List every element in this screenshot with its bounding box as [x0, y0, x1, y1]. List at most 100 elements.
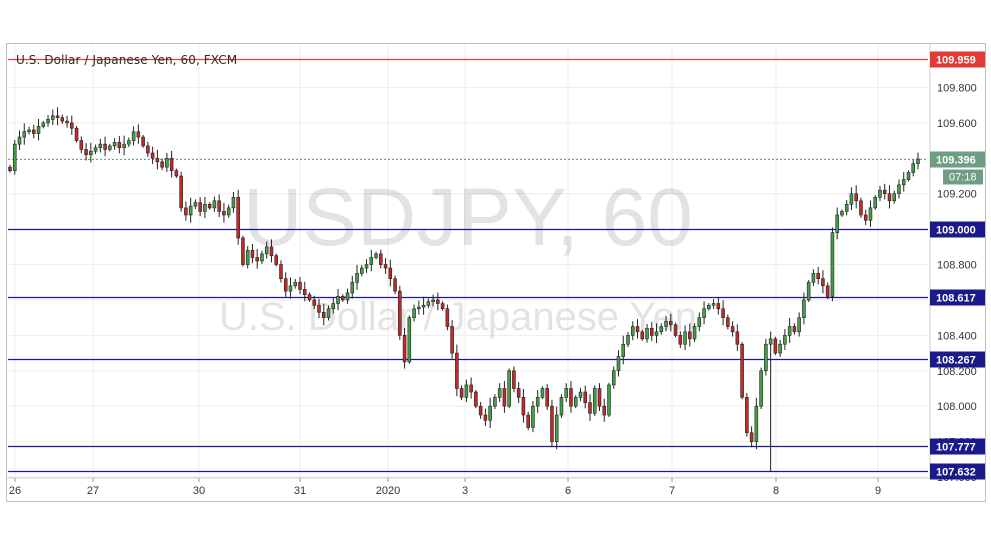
candle-body-down — [298, 281, 302, 290]
candle — [683, 325, 687, 350]
level-tag-label: 109.959 — [936, 55, 976, 67]
candle — [773, 336, 778, 355]
candle-body-down — [383, 264, 388, 269]
last-price-tag — [930, 151, 985, 168]
candle-body-down — [816, 273, 820, 280]
candle — [868, 200, 873, 227]
candle-body-up — [564, 388, 568, 398]
candle-body-down — [512, 370, 516, 389]
x-tick-label: 8 — [773, 485, 779, 497]
level-tag-label: 107.632 — [936, 467, 976, 479]
candle-body-down — [393, 278, 397, 292]
candle-body-up — [759, 370, 763, 407]
candle — [493, 394, 497, 410]
candle-body-down — [402, 335, 407, 363]
candle — [531, 400, 535, 433]
candle-body-down — [735, 331, 740, 345]
candle-body-up — [464, 384, 469, 398]
candle-body-up — [203, 204, 207, 212]
candle — [554, 406, 559, 450]
candle — [165, 153, 169, 172]
candle-body-down — [155, 158, 160, 163]
watermark: USDJPY, 60 U.S. Dollar / Japanese Yen — [219, 172, 697, 339]
candle — [269, 239, 274, 263]
candle-body-up — [626, 335, 630, 345]
candle — [873, 195, 877, 210]
candle — [46, 115, 50, 127]
candle-body-down — [450, 326, 454, 354]
time-axis[interactable]: 26 27 30 31 2020 3 6 7 8 9 — [9, 478, 881, 497]
candle — [388, 259, 393, 287]
candle-body-down — [483, 414, 488, 421]
candle-body-up — [783, 335, 787, 345]
candle-body-up — [226, 207, 231, 216]
candle-body-up — [531, 405, 535, 428]
candle-body-down — [459, 388, 464, 398]
candle — [407, 315, 412, 364]
candle — [93, 144, 98, 155]
candle — [825, 282, 830, 300]
x-tick-label: 6 — [565, 485, 571, 497]
candle — [445, 304, 450, 331]
horizontal-lines — [8, 58, 928, 473]
candle — [55, 107, 60, 126]
candle-body-up — [573, 397, 578, 407]
candle-body-up — [840, 211, 844, 216]
candle-body-up — [426, 301, 431, 306]
candle — [212, 196, 217, 212]
level-tag — [930, 463, 985, 480]
candle-body-down — [141, 136, 145, 147]
candle — [431, 294, 435, 307]
candle — [654, 323, 659, 344]
candle-body-up — [122, 143, 126, 148]
candle-body-up — [659, 326, 664, 333]
candle-body-down — [65, 120, 69, 124]
candle-body-down — [673, 324, 678, 336]
candle — [117, 136, 122, 154]
candle — [597, 383, 602, 411]
candle — [22, 123, 27, 145]
candle — [127, 137, 131, 148]
candle-body-down — [217, 200, 221, 212]
candle — [364, 259, 369, 273]
candle — [383, 258, 388, 274]
candle — [155, 149, 160, 170]
candle — [906, 170, 911, 182]
candle-body-up — [802, 299, 806, 318]
candle — [830, 227, 835, 302]
candle-body-down — [283, 278, 288, 292]
candle — [402, 327, 407, 369]
candle — [341, 294, 345, 302]
candle — [474, 389, 478, 409]
candle-body-up — [806, 281, 811, 301]
candle-body-up — [27, 129, 31, 133]
candle-body-down — [436, 299, 440, 304]
candle — [650, 321, 654, 342]
candle — [669, 313, 673, 332]
candle — [783, 328, 787, 350]
candle-body-up — [336, 296, 340, 304]
candle-body-up — [108, 145, 112, 150]
chart-title: U.S. Dollar / Japanese Yen, 60, FXCM — [16, 53, 238, 67]
candle-body-up — [417, 306, 421, 310]
candle — [516, 382, 521, 404]
candle — [226, 204, 231, 218]
candle — [621, 335, 626, 365]
candle-body-up — [293, 281, 298, 287]
candle — [279, 260, 283, 283]
candle — [8, 165, 12, 173]
candle — [688, 323, 692, 347]
candle — [193, 199, 198, 209]
candle-body-down — [478, 405, 483, 416]
level-tag-label: 107.777 — [936, 442, 976, 454]
candle — [730, 321, 735, 337]
candle-body-down — [302, 289, 307, 295]
candle — [816, 267, 820, 285]
candle-body-down — [773, 338, 778, 354]
candle-body-down — [60, 117, 65, 122]
price-axis[interactable]: 109.800109.600109.400109.200109.000108.8… — [937, 82, 977, 484]
countdown-value: 07:18 — [949, 172, 977, 184]
candle — [749, 426, 754, 448]
candle — [844, 200, 849, 216]
